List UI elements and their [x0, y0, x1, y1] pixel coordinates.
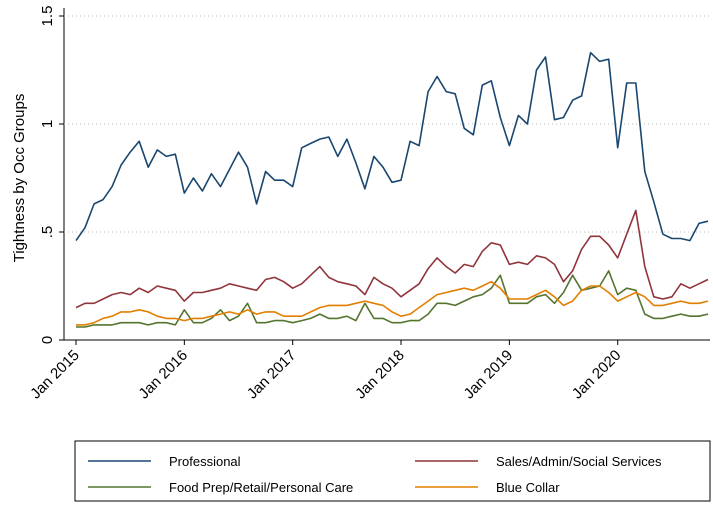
legend-label: Blue Collar — [496, 480, 560, 495]
y-tick-label: .5 — [39, 226, 56, 239]
series-line — [75, 51, 709, 242]
series-line — [76, 270, 709, 328]
series-line — [75, 209, 709, 309]
series-line — [76, 280, 709, 326]
y-tick-label: 1.5 — [39, 6, 56, 27]
legend-label: Sales/Admin/Social Services — [496, 454, 662, 469]
y-tick-label: 0 — [39, 336, 56, 344]
legend-label: Professional — [169, 454, 241, 469]
legend-box — [74, 440, 711, 502]
legend-label: Food Prep/Retail/Personal Care — [169, 480, 353, 495]
y-tick-label: 1 — [39, 120, 56, 128]
y-axis-label: Tightness by Occ Groups — [11, 94, 28, 263]
